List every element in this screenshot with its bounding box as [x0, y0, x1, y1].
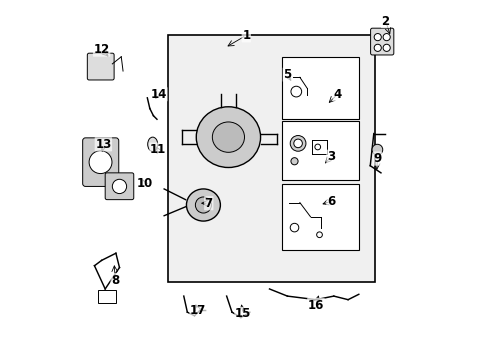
Text: 7: 7 — [204, 197, 212, 210]
Circle shape — [382, 33, 389, 41]
Bar — [282, 121, 358, 180]
Circle shape — [382, 44, 389, 51]
Ellipse shape — [212, 122, 244, 152]
Ellipse shape — [196, 107, 260, 167]
Text: 2: 2 — [381, 14, 389, 27]
Text: 16: 16 — [307, 298, 324, 311]
FancyBboxPatch shape — [370, 28, 393, 55]
Circle shape — [290, 135, 305, 151]
Text: 14: 14 — [150, 88, 166, 101]
Circle shape — [314, 144, 320, 150]
Text: 1: 1 — [242, 29, 250, 42]
Text: 12: 12 — [93, 43, 109, 56]
FancyBboxPatch shape — [105, 173, 134, 200]
FancyBboxPatch shape — [82, 138, 119, 186]
Text: 8: 8 — [111, 274, 119, 287]
Text: 3: 3 — [326, 150, 334, 163]
Ellipse shape — [147, 137, 157, 152]
Text: 4: 4 — [332, 88, 341, 101]
Circle shape — [293, 139, 302, 148]
Bar — [282, 57, 358, 119]
Circle shape — [290, 158, 298, 165]
Bar — [98, 290, 116, 303]
Text: 9: 9 — [372, 152, 381, 165]
Bar — [282, 184, 358, 249]
Text: 10: 10 — [136, 177, 152, 190]
Text: 11: 11 — [150, 143, 166, 156]
Text: 15: 15 — [234, 307, 251, 320]
Circle shape — [373, 44, 381, 51]
Ellipse shape — [195, 197, 211, 213]
Text: 5: 5 — [283, 68, 291, 81]
Text: 13: 13 — [95, 138, 111, 151]
Circle shape — [316, 232, 322, 238]
Circle shape — [371, 144, 382, 155]
Circle shape — [373, 33, 381, 41]
Circle shape — [112, 179, 126, 194]
Text: 6: 6 — [326, 195, 334, 208]
Bar — [167, 35, 374, 282]
Text: 17: 17 — [189, 304, 206, 317]
FancyBboxPatch shape — [87, 53, 114, 80]
Circle shape — [89, 151, 112, 174]
Ellipse shape — [186, 189, 220, 221]
Circle shape — [290, 223, 298, 232]
